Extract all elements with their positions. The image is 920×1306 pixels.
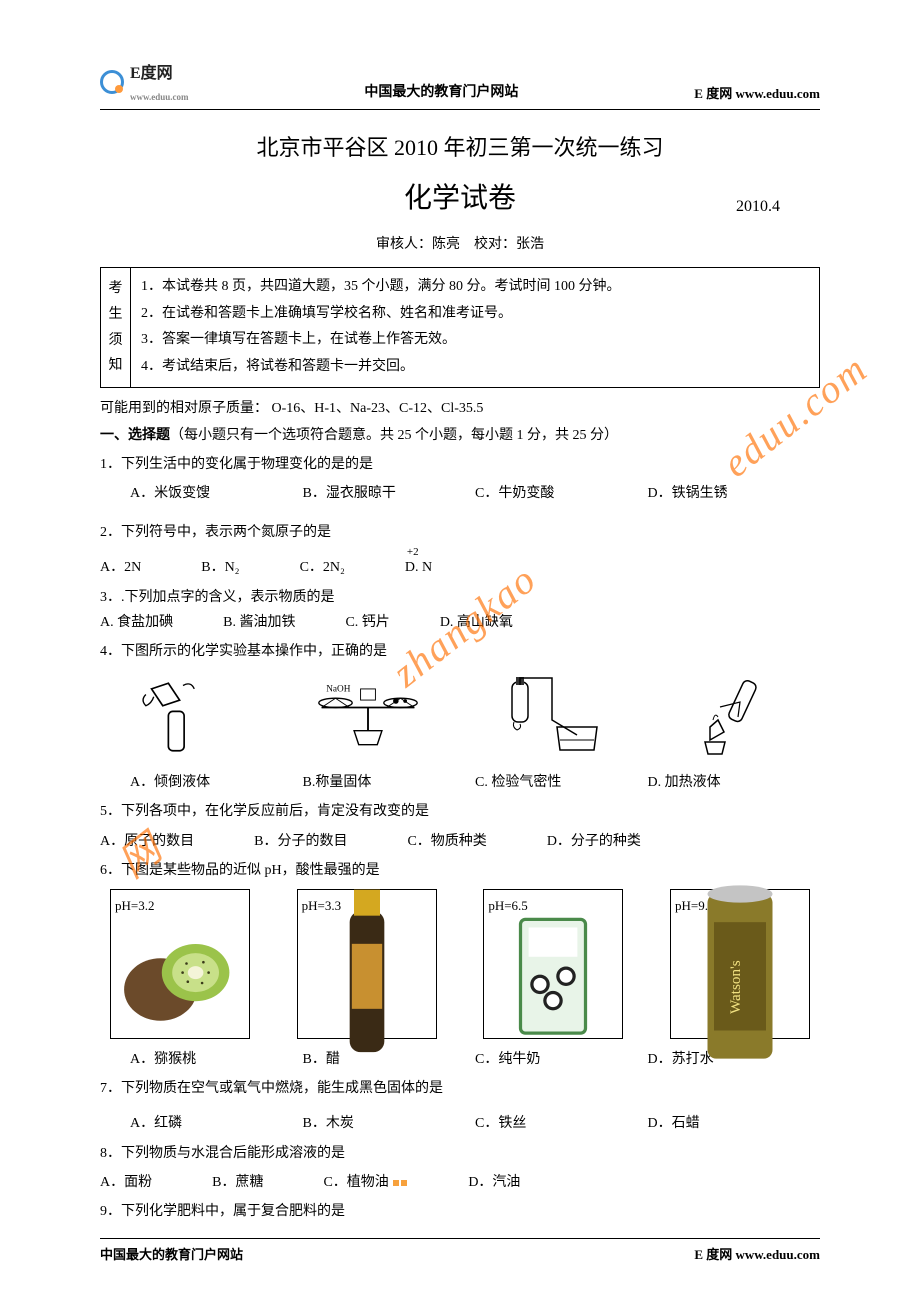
option-c: C．2N₂ <box>300 555 345 580</box>
vinegar-image <box>302 921 432 1031</box>
logo: E度网 www.eduu.com <box>100 60 189 105</box>
dot-icon <box>393 1180 399 1186</box>
option-b: B．N₂ <box>201 555 239 580</box>
option-a: A．红磷 <box>130 1111 303 1136</box>
ph-item-b: pH=3.3 <box>297 889 437 1039</box>
question-6-images: pH=3.2 pH=3.3 <box>100 883 820 1043</box>
dot-icon <box>401 1180 407 1186</box>
option-b: B．分子的数目 <box>254 829 347 854</box>
option-b: B．蔗糖 <box>212 1170 263 1195</box>
reviewers-line: 审核人：陈亮 校对：张浩 <box>100 232 820 257</box>
question-9: 9．下列化学肥料中，属于复合肥料的是 <box>100 1199 820 1224</box>
question-5-options: A．原子的数目 B．分子的数目 C．物质种类 D．分子的种类 <box>100 829 820 854</box>
page-footer: 中国最大的教育门户网站 E 度网 www.eduu.com <box>100 1238 820 1266</box>
question-4-images: NaOH <box>100 664 820 766</box>
option-b: B．木炭 <box>303 1111 476 1136</box>
footer-left: 中国最大的教育门户网站 <box>100 1243 243 1266</box>
option-d: D．铁锅生锈 <box>648 481 821 506</box>
option-c: C．牛奶变酸 <box>475 481 648 506</box>
question-3: 3．.下列加点字的含义，表示物质的是 <box>100 585 820 610</box>
option-a: A. 食盐加碘 <box>100 610 173 635</box>
footer-right: E 度网 www.eduu.com <box>694 1243 820 1266</box>
subject-title: 化学试卷 <box>404 183 516 214</box>
experiment-image-b: NaOH <box>303 672 433 762</box>
option-a: A．猕猴桃 <box>130 1047 303 1072</box>
page-header: E度网 www.eduu.com 中国最大的教育门户网站 E 度网 www.ed… <box>100 60 820 110</box>
exam-title-line2: 化学试卷 2010.4 <box>100 174 820 224</box>
option-d: D. 加热液体 <box>648 770 821 795</box>
option-c: C. 检验气密性 <box>475 770 648 795</box>
notice-item: 1．本试卷共 8 页，共四道大题，35 个小题，满分 80 分。考试时间 100… <box>141 274 809 301</box>
ph-value-a: pH=3.2 <box>115 894 245 917</box>
notice-label: 考 生 须 知 <box>101 268 131 386</box>
option-d: +2 D. N <box>405 555 432 580</box>
option-c: C．物质种类 <box>407 829 486 854</box>
logo-icon <box>100 70 124 94</box>
notice-item: 4．考试结束后，将试卷和答题卡一并交回。 <box>141 354 809 381</box>
option-c: C. 钙片 <box>345 610 389 635</box>
question-2-options: A．2N B．N₂ C．2N₂ +2 D. N <box>100 555 820 580</box>
airtight-check-icon <box>492 672 612 762</box>
logo-subtitle: www.eduu.com <box>130 89 189 105</box>
ph-item-a: pH=3.2 <box>110 889 250 1039</box>
header-center-text: 中国最大的教育门户网站 <box>364 80 518 105</box>
option-a: A．面粉 <box>100 1170 152 1195</box>
option-a: A．2N <box>100 555 141 580</box>
option-d: D．分子的种类 <box>547 829 641 854</box>
svg-text:Watson's: Watson's <box>727 960 744 1014</box>
pour-liquid-icon <box>129 672 242 762</box>
option-b: B．湿衣服晾干 <box>303 481 476 506</box>
question-4: 4．下图所示的化学实验基本操作中，正确的是 <box>100 639 820 664</box>
notice-label-char: 考 <box>109 276 123 301</box>
soda-can-image: Watson's <box>675 921 805 1031</box>
ph-item-d: pH=9.1 Watson's <box>670 889 810 1039</box>
question-5: 5．下列各项中，在化学反应前后，肯定没有改变的是 <box>100 799 820 824</box>
question-4-options: A．倾倒液体 B.称量固体 C. 检验气密性 D. 加热液体 <box>100 770 820 795</box>
option-d: D．汽油 <box>468 1170 520 1195</box>
question-8-options: A．面粉 B．蔗糖 C．植物油 D．汽油 <box>100 1170 820 1195</box>
notice-label-char: 须 <box>109 328 123 353</box>
experiment-image-d <box>670 672 800 762</box>
question-1: 1．下列生活中的变化属于物理变化的是的是 <box>100 452 820 477</box>
exam-notice-box: 考 生 须 知 1．本试卷共 8 页，共四道大题，35 个小题，满分 80 分。… <box>100 267 820 387</box>
notice-item: 3．答案一律填写在答题卡上，在试卷上作答无效。 <box>141 327 809 354</box>
option-b: B. 酱油加铁 <box>223 610 295 635</box>
header-right-text: E 度网 www.eduu.com <box>694 82 820 105</box>
question-1-options: A．米饭变馊 B．湿衣服晾干 C．牛奶变酸 D．铁锅生锈 <box>100 481 820 506</box>
balance-scale-icon: NaOH <box>303 675 433 759</box>
kiwi-image <box>115 921 245 1031</box>
option-d: D. 高山缺氧 <box>440 610 513 635</box>
exam-date: 2010.4 <box>736 193 780 222</box>
option-a: A．原子的数目 <box>100 829 194 854</box>
section-1-header: 一、选择题（每小题只有一个选项符合题意。共 25 个小题，每小题 1 分，共 2… <box>100 423 820 448</box>
option-b: B.称量固体 <box>303 770 476 795</box>
naoh-label: NaOH <box>327 685 351 695</box>
section-title-bold: 一、选择题 <box>100 428 170 443</box>
ph-item-c: pH=6.5 <box>483 889 623 1039</box>
logo-text: E度网 <box>130 60 189 89</box>
question-2: 2．下列符号中，表示两个氮原子的是 <box>100 520 820 545</box>
option-d-superscript: +2 <box>407 543 419 563</box>
option-c: C．铁丝 <box>475 1111 648 1136</box>
notice-label-char: 生 <box>109 302 123 327</box>
question-3-options: A. 食盐加碘 B. 酱油加铁 C. 钙片 D. 高山缺氧 <box>100 610 820 635</box>
notice-item: 2．在试卷和答题卡上准确填写学校名称、姓名和准考证号。 <box>141 301 809 328</box>
option-d: D．石蜡 <box>648 1111 821 1136</box>
section-title-rest: （每小题只有一个选项符合题意。共 25 个小题，每小题 1 分，共 25 分） <box>170 428 618 443</box>
exam-title-line1: 北京市平谷区 2010 年初三第一次统一练习 <box>100 128 820 168</box>
option-a: A．倾倒液体 <box>130 770 303 795</box>
notice-label-char: 知 <box>109 353 123 378</box>
heat-liquid-icon <box>680 672 790 762</box>
experiment-image-c <box>487 672 617 762</box>
milk-image <box>488 921 618 1031</box>
question-8: 8．下列物质与水混合后能形成溶液的是 <box>100 1141 820 1166</box>
notice-content: 1．本试卷共 8 页，共四道大题，35 个小题，满分 80 分。考试时间 100… <box>131 268 819 386</box>
experiment-image-a <box>120 672 250 762</box>
option-c: C．植物油 <box>323 1170 408 1195</box>
question-7-options: A．红磷 B．木炭 C．铁丝 D．石蜡 <box>100 1111 820 1136</box>
atomic-mass-line: 可能用到的相对原子质量： O-16、H-1、Na-23、C-12、Cl-35.5 <box>100 396 820 421</box>
option-a: A．米饭变馊 <box>130 481 303 506</box>
